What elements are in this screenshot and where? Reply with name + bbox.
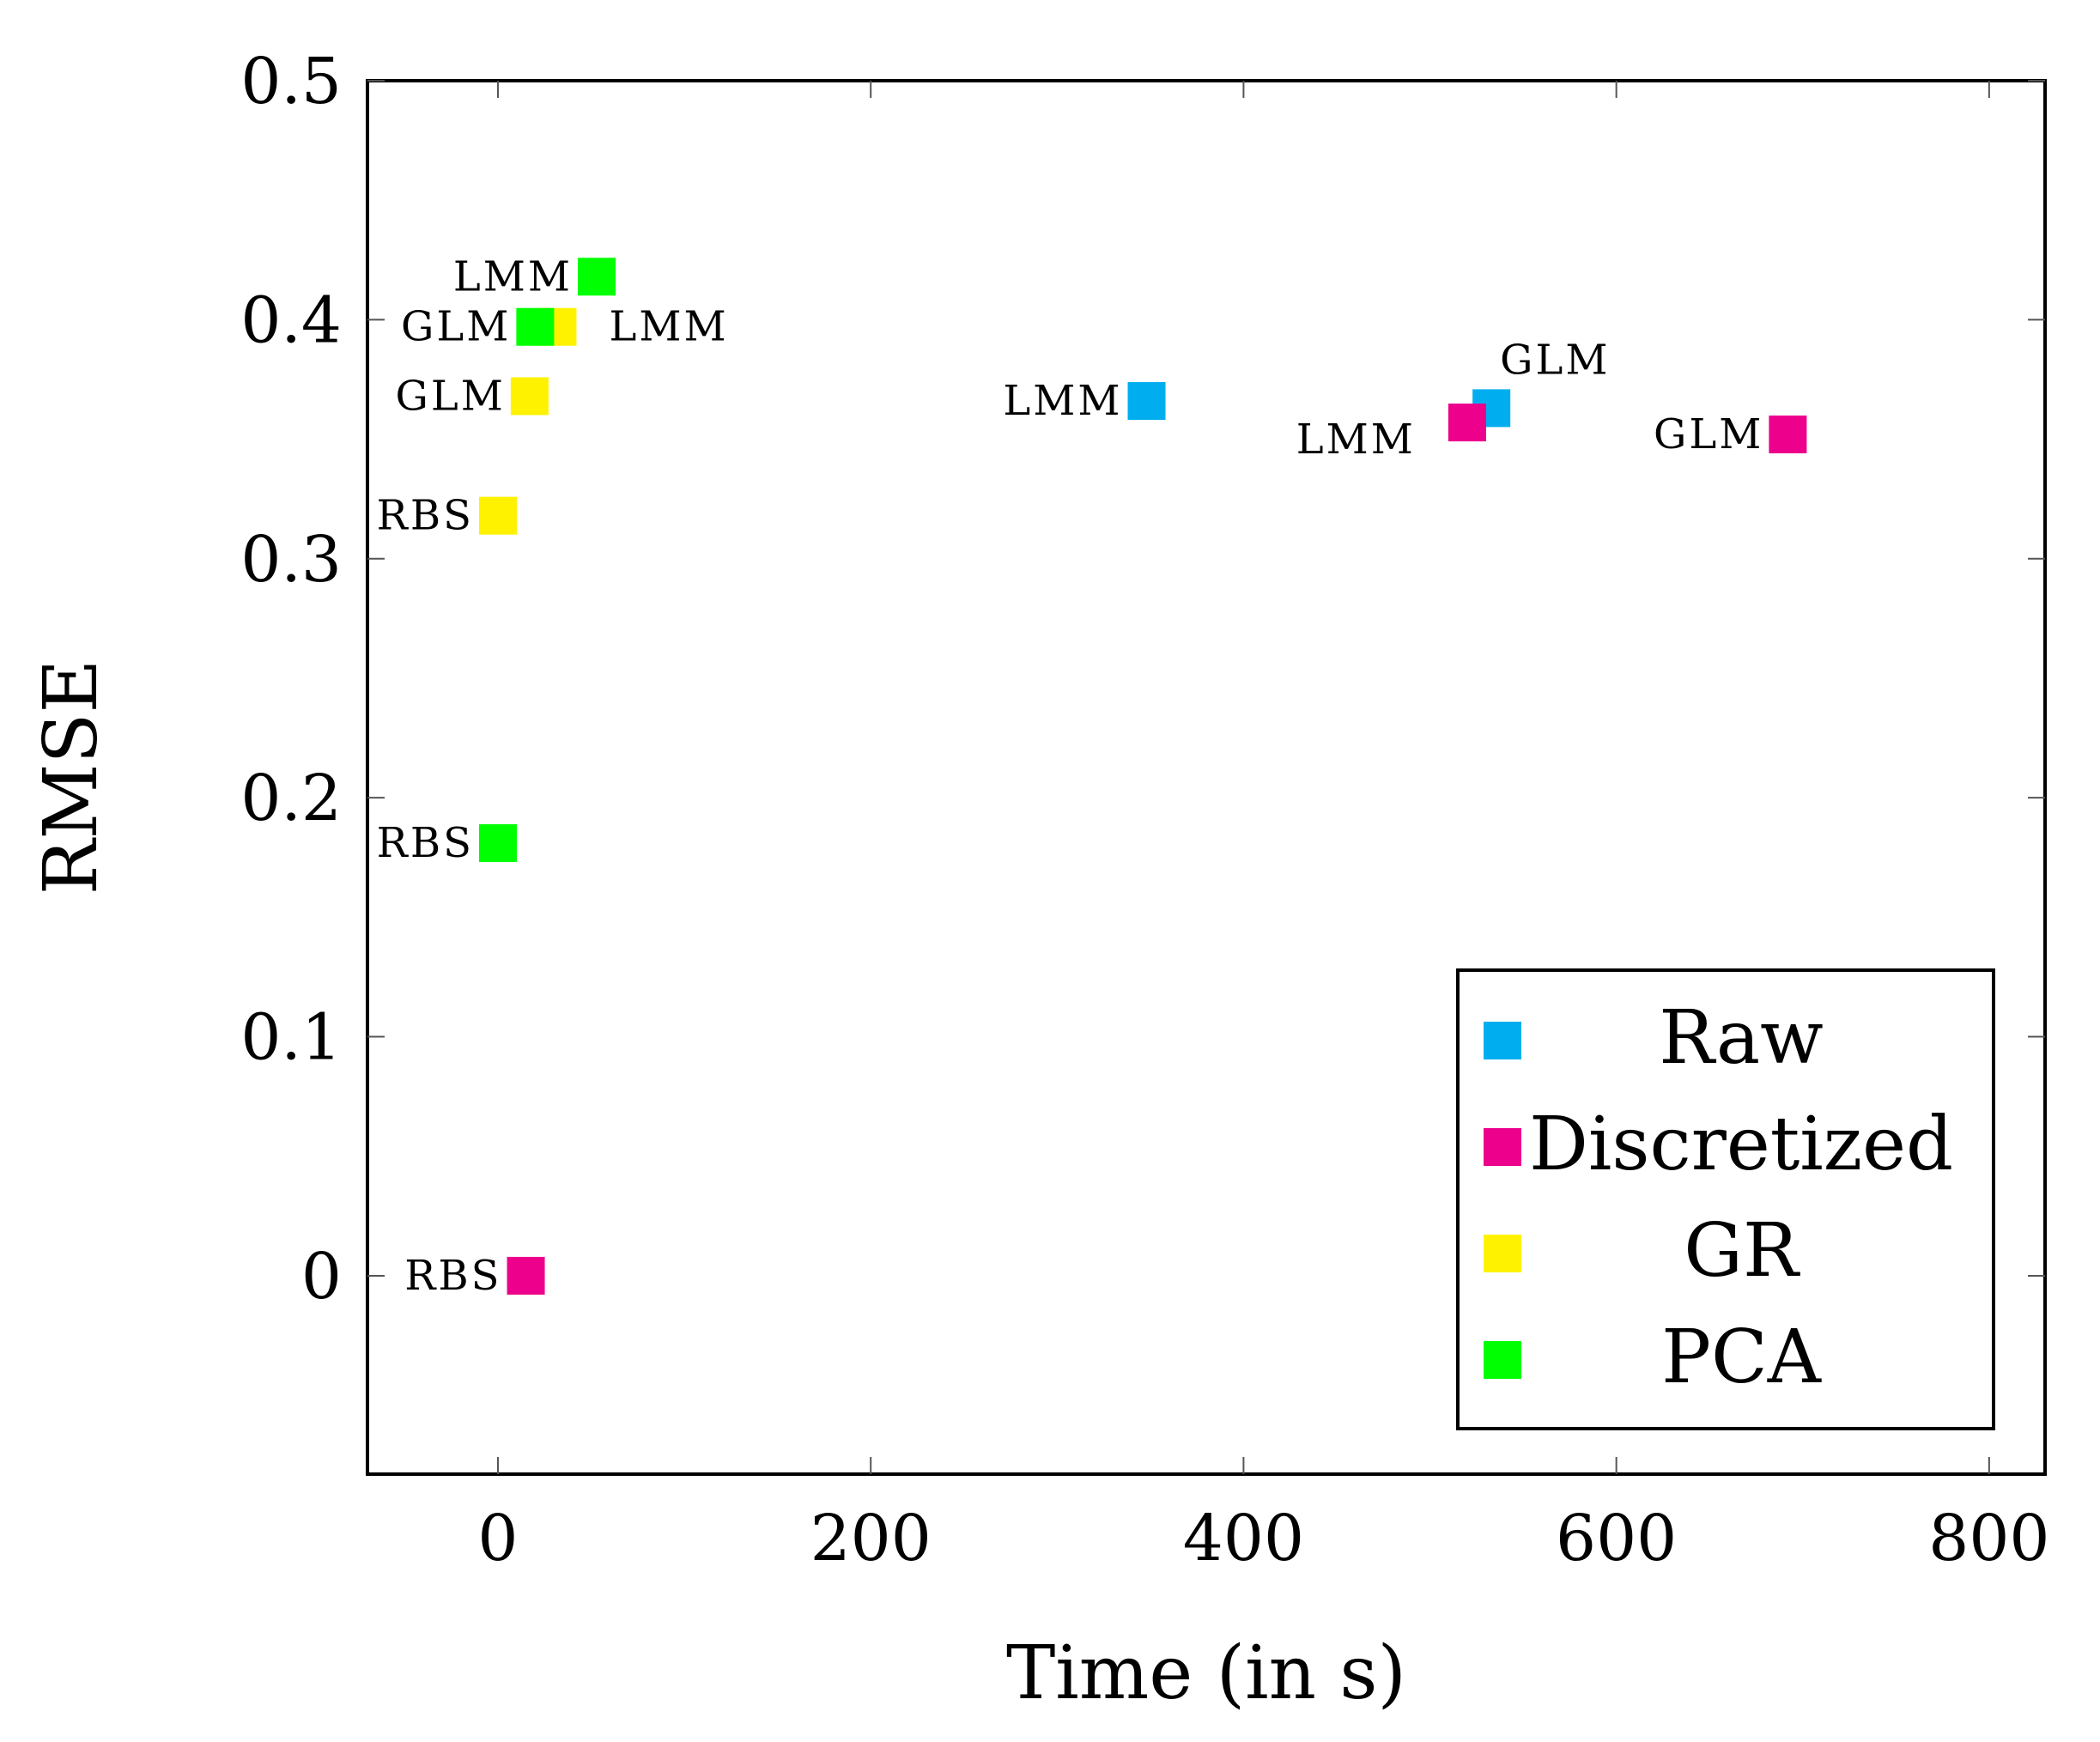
- legend-label-raw: Raw: [1659, 995, 1824, 1081]
- legend-swatch-pca: [1484, 1341, 1521, 1379]
- legend-item-discretized: Discretized: [1484, 1102, 1953, 1187]
- point-label-raw: GLM: [1500, 336, 1610, 384]
- y-tick-label: 0: [301, 1240, 342, 1314]
- data-point-pca: [478, 824, 517, 863]
- legend-item-raw: Raw: [1484, 995, 1824, 1081]
- x-tick-label: 600: [1556, 1502, 1677, 1575]
- legend-box: [1456, 968, 1995, 1430]
- data-point-pca: [578, 258, 616, 296]
- legend: Raw Discretized GR PCA: [1456, 968, 1995, 1430]
- x-tick-label: 400: [1183, 1502, 1304, 1575]
- y-tick-label: 0.5: [240, 45, 342, 118]
- legend-item-gr: GR: [1484, 1208, 1800, 1294]
- data-point-raw: [1127, 382, 1166, 421]
- data-point-discretized: [1769, 416, 1807, 454]
- point-label-gr: LMM: [609, 303, 728, 351]
- y-tick-label: 0.2: [240, 762, 342, 835]
- data-point-gr: [478, 496, 517, 535]
- data-point-gr: [510, 377, 549, 416]
- y-axis-title: RMSE: [28, 659, 114, 895]
- point-label-pca: LMM: [453, 252, 573, 300]
- data-point-discretized: [507, 1256, 545, 1295]
- data-point-pca: [516, 307, 555, 346]
- point-label-discretized: RBS: [404, 1252, 501, 1300]
- point-label-raw: LMM: [1003, 377, 1122, 425]
- point-label-pca: GLM: [401, 303, 511, 351]
- data-point-discretized: [1448, 404, 1486, 442]
- x-axis-ticks: 0 200 400 600 800: [477, 81, 2049, 1575]
- point-label-gr: GLM: [396, 372, 506, 420]
- legend-swatch-raw: [1484, 1022, 1521, 1059]
- y-axis-ticks: 0 0.1 0.2 0.3 0.4 0.5: [240, 45, 2045, 1314]
- point-label-discretized: GLM: [1654, 410, 1763, 458]
- point-label-discretized: LMM: [1296, 416, 1416, 464]
- x-tick-label: 0: [477, 1502, 518, 1575]
- legend-swatch-gr: [1484, 1235, 1521, 1272]
- point-label-pca: RBS: [377, 819, 474, 867]
- legend-label-discretized: Discretized: [1529, 1102, 1953, 1187]
- legend-item-pca: PCA: [1484, 1314, 1822, 1400]
- legend-swatch-discretized: [1484, 1128, 1521, 1166]
- point-label-gr: RBS: [377, 492, 474, 540]
- y-tick-label: 0.4: [240, 283, 342, 357]
- y-tick-label: 0.1: [240, 1001, 342, 1075]
- plot-frame: [366, 79, 2047, 1476]
- y-tick-label: 0.3: [240, 523, 342, 597]
- x-tick-label: 200: [810, 1502, 932, 1575]
- x-axis-title: Time (in s): [1006, 1630, 1406, 1716]
- x-tick-label: 800: [1928, 1502, 2049, 1575]
- legend-label-gr: GR: [1684, 1208, 1800, 1294]
- legend-label-pca: PCA: [1661, 1314, 1822, 1400]
